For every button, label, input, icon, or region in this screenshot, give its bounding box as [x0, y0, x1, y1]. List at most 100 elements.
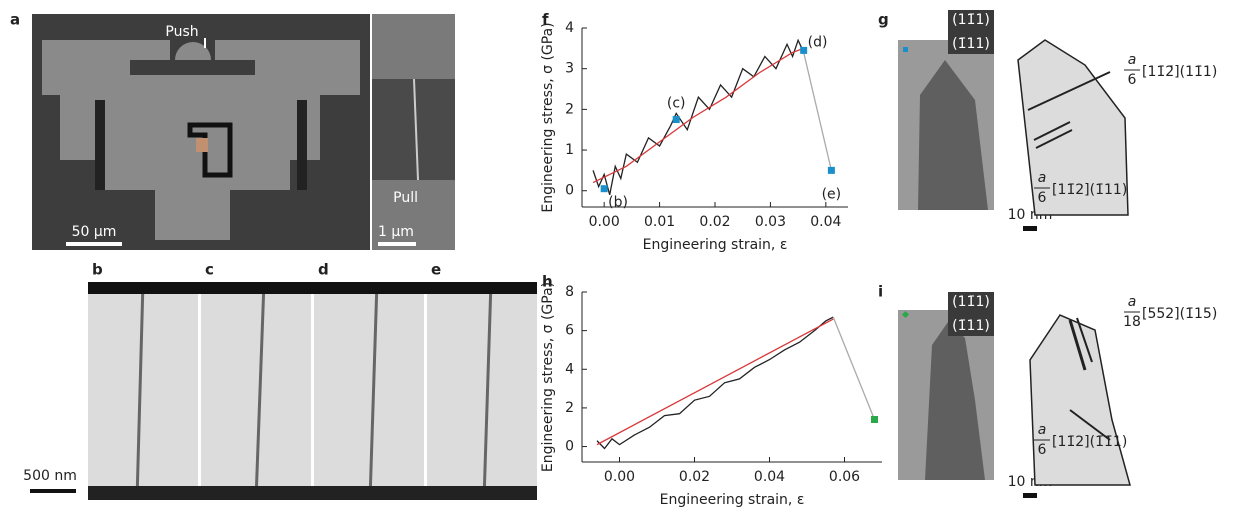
tem-frames — [88, 281, 537, 501]
slip-line — [1068, 319, 1087, 371]
marker-icon — [901, 310, 910, 319]
slip-index: [11̄2](1̄11) — [1052, 182, 1127, 198]
point-label: (e) — [822, 186, 842, 202]
wire — [368, 281, 379, 501]
diffraction-label: (1̄11) — [952, 36, 990, 52]
panel-label: b — [92, 261, 103, 279]
y-axis-label: Engineering stress, σ (GPa) — [540, 282, 556, 472]
point-label: (b) — [608, 195, 628, 211]
top-edge — [88, 282, 537, 294]
slip-line — [1027, 71, 1111, 111]
nanowire — [413, 78, 419, 181]
slip-line — [1076, 317, 1093, 363]
slip-index: [11̄2](1̄1̄1) — [1052, 434, 1127, 450]
y-tick-label: 0 — [565, 439, 574, 455]
diffraction-label: (11̄1) — [952, 294, 990, 310]
spring — [187, 122, 233, 178]
panel-label: i — [878, 283, 883, 301]
scale-bar — [1023, 226, 1037, 231]
schematic — [1017, 39, 1129, 216]
y-axis-label: Engineering stress, σ (GPa) — [540, 22, 556, 212]
slip-index: [11̄2̄](11̄1) — [1142, 64, 1217, 80]
scale-bar — [1023, 493, 1037, 498]
y-tick-label: 1 — [565, 142, 574, 158]
slip-denominator: 18 — [1123, 314, 1141, 330]
data-marker — [871, 416, 878, 423]
slot — [297, 100, 307, 190]
data-line — [596, 316, 834, 450]
sample-region — [196, 138, 208, 152]
x-tick-label: 0.03 — [755, 214, 786, 230]
slot — [95, 100, 105, 190]
slip-line — [1069, 409, 1111, 441]
tip — [925, 322, 985, 480]
diffraction-label: (1̄11) — [952, 318, 990, 334]
x-tick-label: 0.04 — [810, 214, 841, 230]
data-line — [592, 47, 804, 184]
panel-label: h — [542, 273, 553, 291]
y-tick-label: 4 — [565, 361, 574, 377]
bottom-edge — [88, 486, 537, 500]
slip-denominator: 6 — [1128, 72, 1137, 88]
data-line — [832, 316, 876, 420]
y-tick-label: 3 — [565, 61, 574, 77]
data-line — [592, 38, 805, 195]
panel-label: d — [318, 261, 329, 279]
panel-label: c — [205, 261, 214, 279]
wire — [482, 281, 493, 501]
slip-numerator: a — [1038, 170, 1047, 186]
lower-grip — [372, 180, 455, 250]
slip-denominator: 6 — [1038, 190, 1047, 206]
wire — [135, 281, 145, 501]
slip-line — [1033, 121, 1071, 141]
panel-label: e — [431, 261, 441, 279]
slip-numerator: a — [1038, 422, 1047, 438]
frame — [314, 282, 424, 500]
data-line — [803, 52, 833, 171]
y-tick-label: 8 — [565, 284, 574, 300]
diffraction — [948, 292, 994, 336]
y-tick-label: 2 — [565, 400, 574, 416]
scale-label: 50 μm — [72, 224, 117, 240]
panel-label: g — [878, 11, 889, 29]
x-tick-label: 0.00 — [604, 469, 635, 485]
tip — [918, 60, 988, 210]
panel-label: f — [542, 11, 549, 29]
data-marker — [827, 166, 835, 174]
x-tick-label: 0.04 — [754, 469, 785, 485]
x-tick-label: 0.01 — [644, 214, 675, 230]
point-label: (d) — [808, 34, 828, 50]
scale-label: 1 μm — [378, 224, 414, 240]
scale-label: 500 nm — [23, 468, 77, 484]
scale-bar — [30, 489, 76, 493]
scale-bar — [66, 242, 122, 246]
pull-label: Pull — [393, 190, 418, 206]
panel-label: a — [10, 11, 20, 29]
x-axis-label: Engineering strain, ε — [660, 492, 805, 508]
diffraction — [948, 10, 994, 54]
slip-numerator: a — [1128, 52, 1137, 68]
push-label: Push — [165, 24, 198, 40]
y-tick-label: 0 — [565, 183, 574, 199]
y-tick-label: 4 — [565, 20, 574, 36]
push-pad — [175, 42, 211, 60]
data-marker — [800, 46, 808, 54]
frame — [427, 282, 537, 500]
y-tick-label: 6 — [565, 323, 574, 339]
y-tick-label: 2 — [565, 101, 574, 117]
x-tick-label: 0.06 — [829, 469, 860, 485]
upper-grip — [372, 14, 455, 79]
schematic — [1029, 314, 1131, 486]
x-tick-label: 0.00 — [589, 214, 620, 230]
slip-denominator: 6 — [1038, 442, 1047, 458]
data-marker — [672, 116, 680, 124]
data-marker — [600, 185, 608, 193]
x-axis-label: Engineering strain, ε — [643, 237, 788, 253]
data-line — [596, 318, 834, 446]
slip-numerator: a — [1128, 294, 1137, 310]
scale-bar — [378, 242, 416, 246]
slip-index: [55̄2](1̄15) — [1142, 306, 1217, 322]
point-label: (c) — [667, 96, 686, 112]
marker-icon — [903, 47, 908, 52]
